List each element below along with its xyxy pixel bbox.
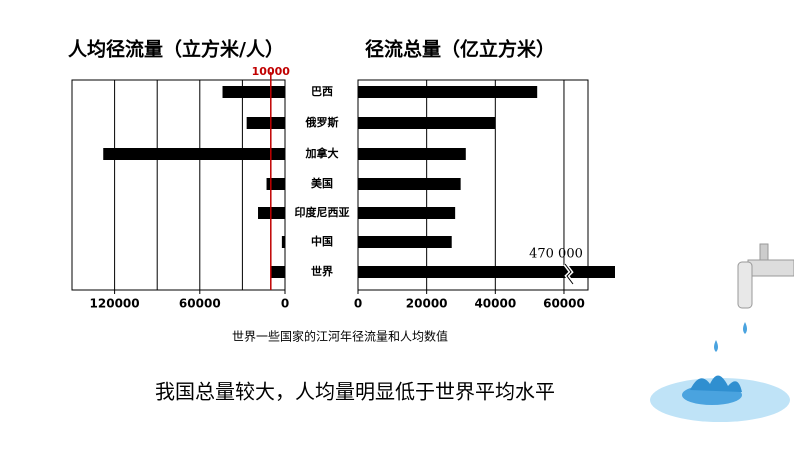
bar	[103, 148, 286, 160]
bar	[246, 117, 285, 129]
x-tick-label: 0	[281, 297, 289, 311]
value-label: 470 000	[529, 247, 583, 262]
bar	[281, 236, 285, 248]
category-label: 俄罗斯	[305, 115, 339, 129]
category-label: 中国	[311, 234, 333, 248]
x-tick-label: 60000	[543, 297, 585, 311]
category-label: 世界	[311, 264, 333, 278]
reference-label: 10000	[252, 65, 291, 78]
bar	[358, 207, 456, 219]
category-label: 印度尼西亚	[295, 205, 350, 219]
chart-title: 人均径流量（立方米/人）	[68, 38, 284, 61]
bar	[358, 266, 615, 278]
statement: 我国总量较大，人均量明显低于世界平均水平	[155, 380, 555, 404]
chart-title: 径流总量（亿立方米）	[365, 38, 555, 61]
axis-break	[564, 263, 574, 285]
caption: 世界一些国家的江河年径流量和人均数值	[232, 329, 448, 344]
faucet-decoration	[650, 243, 794, 422]
bar	[266, 178, 285, 190]
bar	[358, 178, 461, 190]
x-tick-label: 20000	[406, 297, 448, 311]
bar	[358, 86, 538, 98]
category-label: 美国	[311, 176, 333, 190]
bar	[222, 86, 285, 98]
x-tick-label: 40000	[474, 297, 516, 311]
bar	[271, 266, 285, 278]
category-label: 巴西	[311, 85, 333, 98]
category-label: 加拿大	[305, 146, 339, 160]
bar	[358, 117, 496, 129]
bar	[358, 148, 466, 160]
x-tick-label: 60000	[179, 297, 221, 311]
x-tick-label: 0	[354, 297, 362, 311]
bar	[358, 236, 452, 248]
x-tick-label: 120000	[90, 297, 140, 311]
